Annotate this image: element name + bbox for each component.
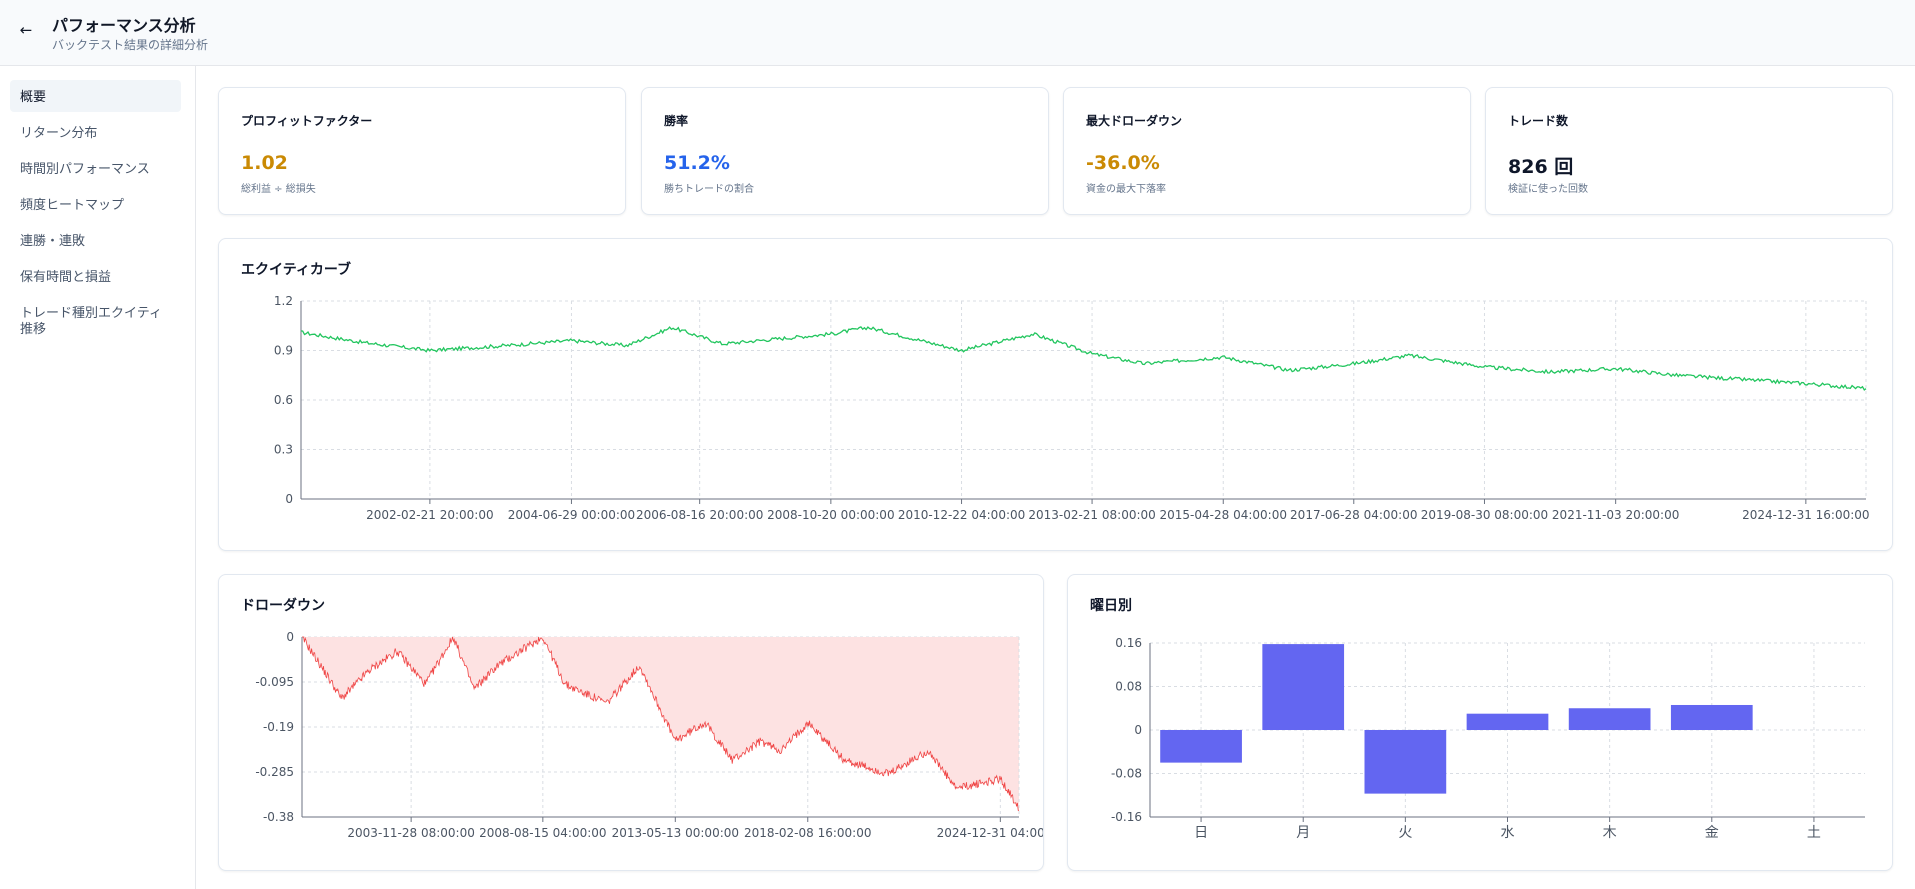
kpi-value: 826 回	[1508, 156, 1574, 178]
y-tick-label: -0.38	[263, 810, 294, 824]
weekday-chart: 0.16 0.08 0 -0.08 -0.16 日 月 火 水 木 金 土	[1111, 636, 1865, 841]
y-tick-label: 0	[1134, 723, 1142, 737]
x-tick-label: 2013-02-21 08:00:00	[1028, 508, 1155, 522]
chart-title: エクイティカーブ	[241, 262, 352, 278]
sidebar-item-trade-type-equity[interactable]: トレード種別エクイティ推移	[20, 306, 162, 337]
drawdown-line	[302, 636, 1020, 811]
y-tick-label: 1.2	[274, 294, 293, 308]
x-tick-label: 木	[1603, 825, 1617, 841]
y-tick-label: 0.6	[274, 393, 293, 407]
y-tick-label: 0	[285, 492, 293, 506]
x-tick-label: 2018-02-08 16:00:00	[744, 826, 871, 840]
y-tick-label: 0.9	[274, 344, 293, 358]
equity-curve-chart: 0 0.3 0.6 0.9 1.2 2002-02-21 20:00:00 2004-06-…	[274, 294, 1870, 522]
x-tick-label: 2004-06-29 00:00:00	[508, 508, 635, 522]
equity-curve-card: エクイティカーブ 0 0.3 0.6 0.9 1.2 2002-02-21 20:00:0…	[218, 238, 1893, 551]
drawdown-chart: 0 -0.095 -0.19 -0.285 -0.38 2003-11-28 08:00:…	[255, 630, 1043, 840]
x-tick-label: 2008-10-20 00:00:00	[767, 508, 894, 522]
kpi-description: 資金の最大下落率	[1086, 184, 1166, 195]
x-tick-label: 水	[1501, 825, 1515, 841]
page-subtitle: バックテスト結果の詳細分析	[52, 38, 209, 52]
x-tick-label: 土	[1807, 825, 1821, 841]
y-tick-label: -0.08	[1111, 767, 1142, 781]
x-tick-label: 日	[1194, 825, 1208, 841]
kpi-description: 総利益 ÷ 総損失	[241, 184, 316, 195]
kpi-title: 最大ドローダウン	[1086, 114, 1183, 128]
x-tick-label: 2002-02-21 20:00:00	[366, 508, 493, 522]
chart-title: 曜日別	[1090, 598, 1132, 614]
sidebar-item-holding-time[interactable]: 保有時間と損益	[20, 270, 112, 285]
kpi-value: -36.0%	[1086, 152, 1160, 174]
x-tick-label: 2006-08-16 20:00:00	[636, 508, 763, 522]
bar-月	[1262, 644, 1345, 730]
x-tick-label: 2024-12-31 16:00:00	[1742, 508, 1869, 522]
y-tick-label: 0.16	[1115, 636, 1142, 650]
kpi-title: トレード数	[1508, 114, 1569, 128]
bar-金	[1670, 704, 1753, 730]
kpi-description: 検証に使った回数	[1508, 184, 1588, 195]
kpi-card-max-drawdown: 最大ドローダウン -36.0% 資金の最大下落率	[1063, 87, 1471, 215]
x-tick-label: 2008-08-15 04:00:00	[479, 826, 606, 840]
sidebar-item-streaks[interactable]: 連勝・連敗	[20, 234, 86, 249]
drawdown-area	[302, 637, 1019, 811]
x-tick-label: 2010-12-22 04:00:00	[898, 508, 1025, 522]
x-tick-label: 火	[1398, 825, 1412, 841]
equity-line	[300, 326, 1867, 391]
bar-木	[1568, 708, 1651, 730]
x-tick-label: 金	[1705, 825, 1719, 841]
x-tick-label: 2003-11-28 08:00:00	[347, 826, 474, 840]
y-tick-label: 0	[286, 630, 294, 644]
x-tick-label: 2013-05-13 00:00:00	[612, 826, 739, 840]
kpi-card-win-rate: 勝率 51.2% 勝ちトレードの割合	[641, 87, 1049, 215]
kpi-title: プロフィットファクター	[241, 114, 373, 128]
y-tick-label: -0.285	[255, 765, 294, 779]
back-button[interactable]: ←	[16, 20, 36, 40]
y-tick-label: -0.095	[255, 675, 294, 689]
sidebar-item-overview[interactable]: 概要	[10, 80, 181, 112]
kpi-value: 51.2%	[664, 152, 730, 174]
x-tick-label: 月	[1296, 825, 1310, 841]
x-tick-label: 2017-06-28 04:00:00	[1290, 508, 1417, 522]
page-header: ← パフォーマンス分析 バックテスト結果の詳細分析	[0, 0, 1915, 66]
x-tick-label: 2024-12-31 04:00:00	[937, 826, 1043, 840]
bar-火	[1364, 730, 1447, 794]
x-tick-label: 2015-04-28 04:00:00	[1160, 508, 1287, 522]
bar-水	[1466, 713, 1549, 730]
drawdown-card: ドローダウン 0 -0.095 -0.19 -0.285 -0.38 2003-11-28…	[218, 574, 1044, 871]
sidebar-item-frequency-heatmap[interactable]: 頻度ヒートマップ	[20, 198, 125, 213]
sidebar: 概要 リターン分布 時間別パフォーマンス 頻度ヒートマップ 連勝・連敗 保有時間…	[0, 66, 196, 889]
x-tick-label: 2021-11-03 20:00:00	[1552, 508, 1679, 522]
y-tick-label: -0.19	[263, 720, 294, 734]
kpi-title: 勝率	[664, 114, 689, 128]
y-tick-label: 0.3	[274, 443, 293, 457]
sidebar-item-hourly-performance[interactable]: 時間別パフォーマンス	[20, 162, 150, 177]
y-tick-label: -0.16	[1111, 810, 1142, 824]
kpi-card-profit-factor: プロフィットファクター 1.02 総利益 ÷ 総損失	[218, 87, 626, 215]
x-tick-label: 2019-08-30 08:00:00	[1421, 508, 1548, 522]
y-tick-label: 0.08	[1115, 680, 1142, 694]
page-title: パフォーマンス分析	[52, 16, 196, 35]
bar-日	[1160, 730, 1242, 763]
sidebar-item-return-distribution[interactable]: リターン分布	[20, 126, 98, 141]
arrow-left-icon: ←	[19, 21, 33, 39]
weekday-card: 曜日別 0.16 0.08 0 -0.08 -0.16 日 月 火 水 木 金 土	[1067, 574, 1893, 871]
chart-title: ドローダウン	[241, 598, 325, 614]
kpi-card-trade-count: トレード数 826 回 検証に使った回数	[1485, 87, 1893, 215]
kpi-value: 1.02	[241, 152, 288, 174]
kpi-description: 勝ちトレードの割合	[664, 184, 754, 195]
